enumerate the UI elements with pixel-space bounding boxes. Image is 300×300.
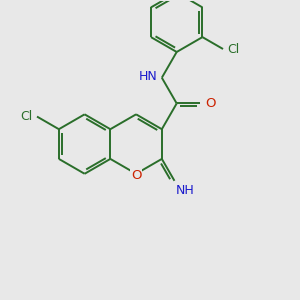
Text: O: O xyxy=(205,97,215,110)
Text: O: O xyxy=(131,169,141,182)
Text: Cl: Cl xyxy=(20,110,32,123)
Text: HN: HN xyxy=(139,70,158,83)
Text: NH: NH xyxy=(176,184,195,197)
Text: Cl: Cl xyxy=(227,43,240,56)
